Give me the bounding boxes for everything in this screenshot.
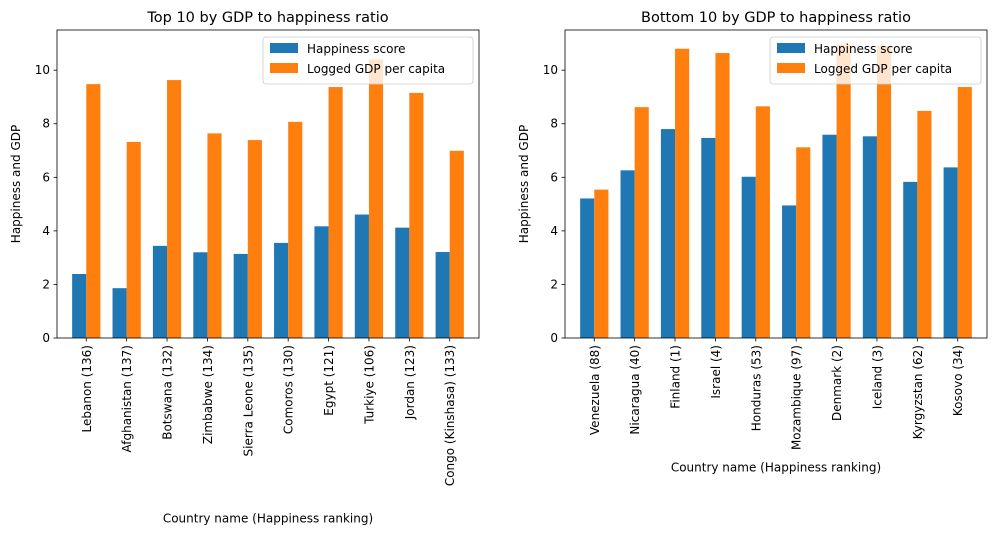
legend-swatch bbox=[777, 63, 805, 73]
bar bbox=[314, 226, 329, 338]
x-tick-label: Nicaragua (40) bbox=[628, 345, 642, 435]
bar bbox=[943, 167, 958, 338]
bar bbox=[675, 48, 690, 338]
series-gdp bbox=[86, 59, 464, 339]
bar bbox=[620, 170, 635, 338]
x-axis-title: Country name (Happiness ranking) bbox=[671, 461, 881, 475]
x-tick-label: Zimbabwe (134) bbox=[201, 345, 215, 444]
chart-title: Bottom 10 by GDP to happiness ratio bbox=[641, 10, 911, 26]
bar bbox=[715, 53, 730, 338]
y-tick-label: 0 bbox=[42, 331, 50, 345]
y-tick-label: 0 bbox=[550, 331, 558, 345]
bar bbox=[449, 150, 464, 338]
x-tick-label: Denmark (2) bbox=[830, 345, 844, 421]
bar bbox=[395, 227, 410, 338]
bar bbox=[435, 252, 450, 338]
series-happiness bbox=[72, 214, 450, 338]
chart-title: Top 10 by GDP to happiness ratio bbox=[146, 10, 388, 26]
bar bbox=[782, 205, 797, 338]
x-tick-label: Venezuela (88) bbox=[588, 345, 602, 435]
x-tick-label: Comoros (130) bbox=[282, 345, 296, 434]
bar bbox=[167, 80, 182, 338]
legend-swatch bbox=[777, 43, 805, 53]
y-tick-label: 4 bbox=[42, 224, 50, 238]
x-tick-label: Iceland (3) bbox=[870, 345, 884, 409]
bar bbox=[862, 136, 877, 338]
plot-frame bbox=[564, 29, 988, 339]
bar bbox=[836, 44, 851, 339]
bar bbox=[796, 147, 811, 338]
bar bbox=[274, 242, 289, 338]
bar bbox=[741, 176, 756, 338]
bar bbox=[72, 273, 87, 338]
y-tick-label: 2 bbox=[42, 277, 50, 291]
legend-label: Logged GDP per capita bbox=[814, 62, 952, 76]
x-tick-label: Sierra Leone (135) bbox=[241, 345, 255, 456]
chart-panel-1: 0 2 4 6 8 10 Lebanon (136) Afghanistan (137) Bot… bbox=[9, 10, 480, 526]
bar bbox=[876, 46, 892, 338]
bar bbox=[755, 106, 770, 338]
bar bbox=[903, 181, 918, 338]
bar bbox=[957, 87, 972, 338]
bar bbox=[328, 87, 343, 338]
y-axis-title: Happiness and GDP bbox=[517, 125, 531, 243]
x-tick-label: Mozambique (97) bbox=[790, 345, 804, 450]
x-tick-label: Botswana (132) bbox=[161, 345, 175, 440]
y-tick-label: 2 bbox=[550, 277, 558, 291]
y-axis-title: Happiness and GDP bbox=[9, 125, 23, 243]
legend-box bbox=[262, 36, 474, 85]
x-tick-label: Lebanon (136) bbox=[80, 345, 94, 432]
y-tick-label: 8 bbox=[42, 117, 50, 131]
y-tick-label: 4 bbox=[550, 224, 558, 238]
bar bbox=[368, 59, 384, 339]
x-tick-label: Israel (4) bbox=[709, 345, 723, 399]
legend-label: Logged GDP per capita bbox=[307, 62, 445, 76]
bar bbox=[822, 134, 837, 338]
legend-swatch bbox=[270, 63, 298, 73]
bar bbox=[247, 140, 262, 338]
x-tick-label: Kosovo (34) bbox=[951, 345, 965, 416]
x-tick-label: Kyrgyzstan (62) bbox=[911, 345, 925, 439]
y-tick-label: 6 bbox=[550, 170, 558, 184]
bar bbox=[193, 252, 208, 338]
bar bbox=[152, 245, 168, 338]
bar bbox=[409, 92, 424, 338]
bar bbox=[126, 141, 141, 338]
series-gdp bbox=[594, 44, 972, 339]
x-tick-label: Jordan (123) bbox=[403, 345, 417, 420]
x-tick-label: Afghanistan (137) bbox=[120, 345, 134, 453]
bar bbox=[917, 110, 932, 338]
y-tick-label: 10 bbox=[543, 63, 558, 77]
legend-label: Happiness score bbox=[307, 42, 406, 56]
x-axis-title: Country name (Happiness ranking) bbox=[163, 512, 373, 526]
bar bbox=[354, 214, 369, 338]
y-tick-label: 8 bbox=[550, 117, 558, 131]
x-tick-label: Egypt (121) bbox=[322, 345, 336, 416]
bar bbox=[634, 107, 649, 338]
legend-box bbox=[769, 36, 982, 85]
legend-swatch bbox=[270, 43, 298, 53]
bar bbox=[660, 129, 676, 338]
legend-label: Happiness score bbox=[814, 42, 913, 56]
x-tick-label: Honduras (53) bbox=[749, 345, 763, 431]
series-happiness bbox=[580, 129, 958, 338]
x-tick-label: Turkiye (106) bbox=[362, 345, 376, 425]
x-tick-label: Congo (Kinshasa) (133) bbox=[443, 345, 457, 486]
x-tick-label: Finland (1) bbox=[669, 345, 683, 409]
legend: Happiness score Logged GDP per capita bbox=[769, 36, 982, 85]
y-tick-label: 10 bbox=[35, 63, 50, 77]
legend: Happiness score Logged GDP per capita bbox=[262, 36, 474, 85]
chart-panel-2: 0 2 4 6 8 10 Venezuela (88) Nicaragua (40) Finla… bbox=[517, 10, 988, 475]
y-tick-label: 6 bbox=[42, 170, 50, 184]
bar bbox=[580, 198, 595, 338]
bar bbox=[701, 137, 716, 338]
bar bbox=[207, 133, 222, 338]
bar bbox=[233, 253, 248, 338]
bar bbox=[112, 288, 127, 338]
plot-frame bbox=[56, 29, 480, 339]
bar bbox=[594, 189, 609, 338]
bar bbox=[288, 121, 303, 338]
bar bbox=[86, 84, 101, 338]
